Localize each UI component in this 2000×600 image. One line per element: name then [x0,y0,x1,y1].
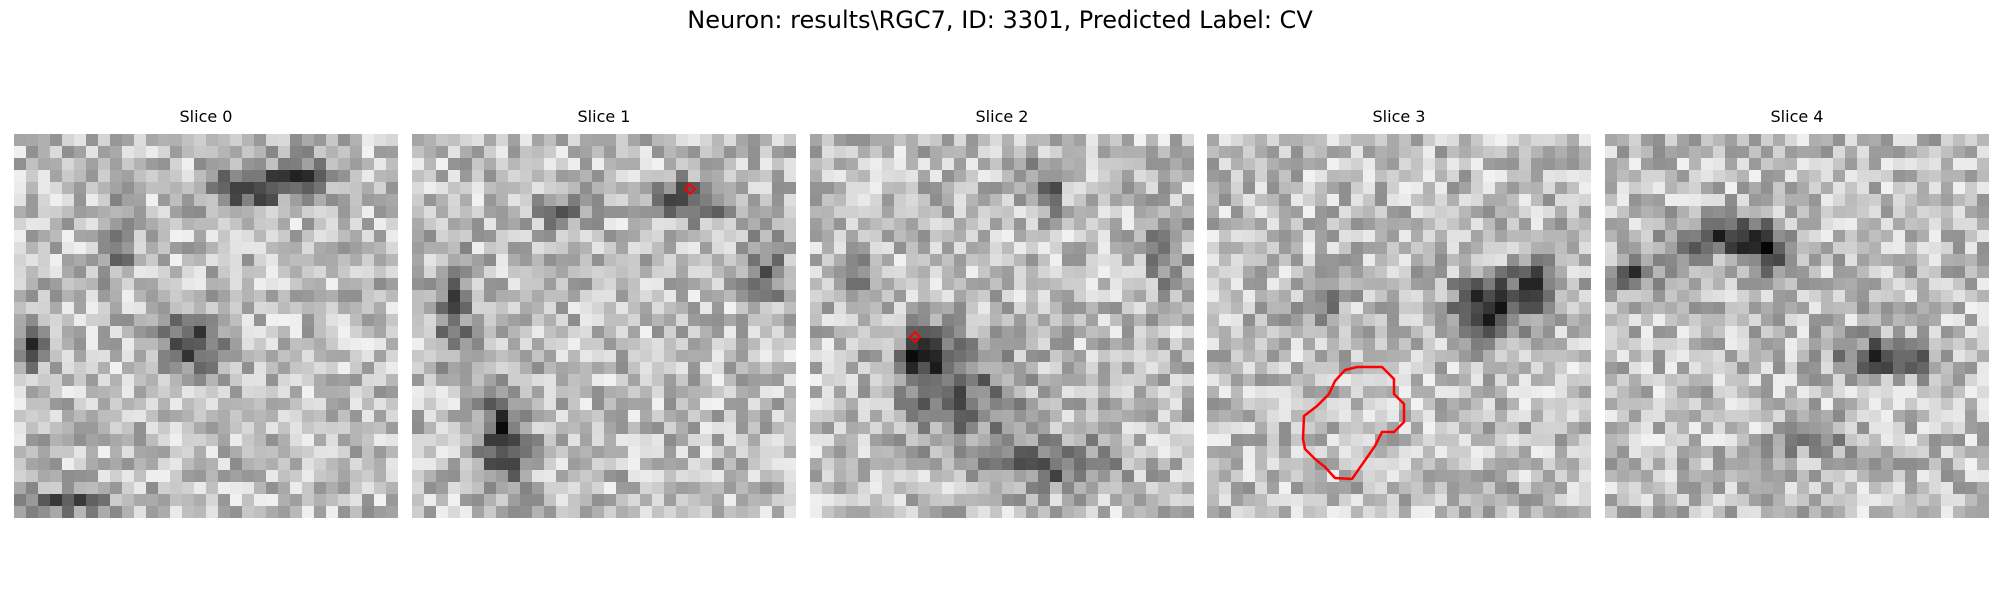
slice-title-3: Slice 3 [1372,107,1426,126]
pixel-grid [412,134,796,518]
slice-image-0 [14,134,398,518]
slice-title-1: Slice 1 [577,107,631,126]
pixel-grid [810,134,1194,518]
segmentation-contour [1301,365,1406,481]
detection-marker [908,330,922,344]
pixel-grid [14,134,398,518]
slice-title-0: Slice 0 [179,107,233,126]
slice-image-2 [810,134,1194,518]
pixel-grid [1207,134,1591,518]
slice-title-4: Slice 4 [1770,107,1824,126]
slice-image-1 [412,134,796,518]
figure-title: Neuron: results\RGC7, ID: 3301, Predicte… [687,6,1313,34]
pixel-grid [1605,134,1989,518]
slice-image-3 [1207,134,1591,518]
slice-image-4 [1605,134,1989,518]
slice-title-2: Slice 2 [975,107,1029,126]
detection-marker [683,182,697,196]
